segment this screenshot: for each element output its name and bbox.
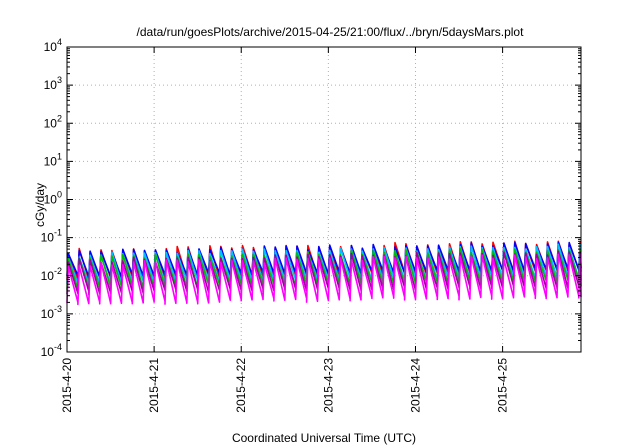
series-group	[66, 240, 582, 306]
x-axis: 2015-4-20 2015-4-21 2015-4-22 2015-4-23 2015…	[60, 47, 510, 413]
x-tick-label: 2015-4-20	[60, 358, 74, 413]
x-tick-label: 2015-4-24	[408, 358, 422, 413]
y-tick-label: 10-1	[41, 228, 62, 245]
chart-title: /data/run/goesPlots/archive/2015-04-25/2…	[137, 25, 525, 39]
y-tick-label: 103	[44, 75, 62, 92]
y-tick-label: 10-2	[41, 266, 62, 283]
x-tick-label: 2015-4-22	[234, 358, 248, 413]
y-tick-label: 104	[44, 37, 62, 54]
y-axis: 10-4 10-3 10-2 10-1 100 101 102 103 104	[41, 37, 581, 359]
y-tick-label: 102	[44, 113, 62, 130]
series-line	[66, 253, 582, 306]
y-tick-label: 10-4	[41, 342, 62, 359]
x-tick-label: 2015-4-21	[147, 358, 161, 413]
y-tick-label: 10-3	[41, 304, 62, 321]
x-tick-label: 2015-4-23	[321, 358, 335, 413]
x-tick-label: 2015-4-25	[496, 358, 510, 413]
y-axis-label: cGy/day	[33, 183, 47, 227]
grid	[67, 47, 581, 352]
x-axis-label: Coordinated Universal Time (UTC)	[232, 431, 416, 445]
y-tick-label: 101	[44, 151, 62, 168]
y-tick-label: 100	[44, 190, 62, 207]
